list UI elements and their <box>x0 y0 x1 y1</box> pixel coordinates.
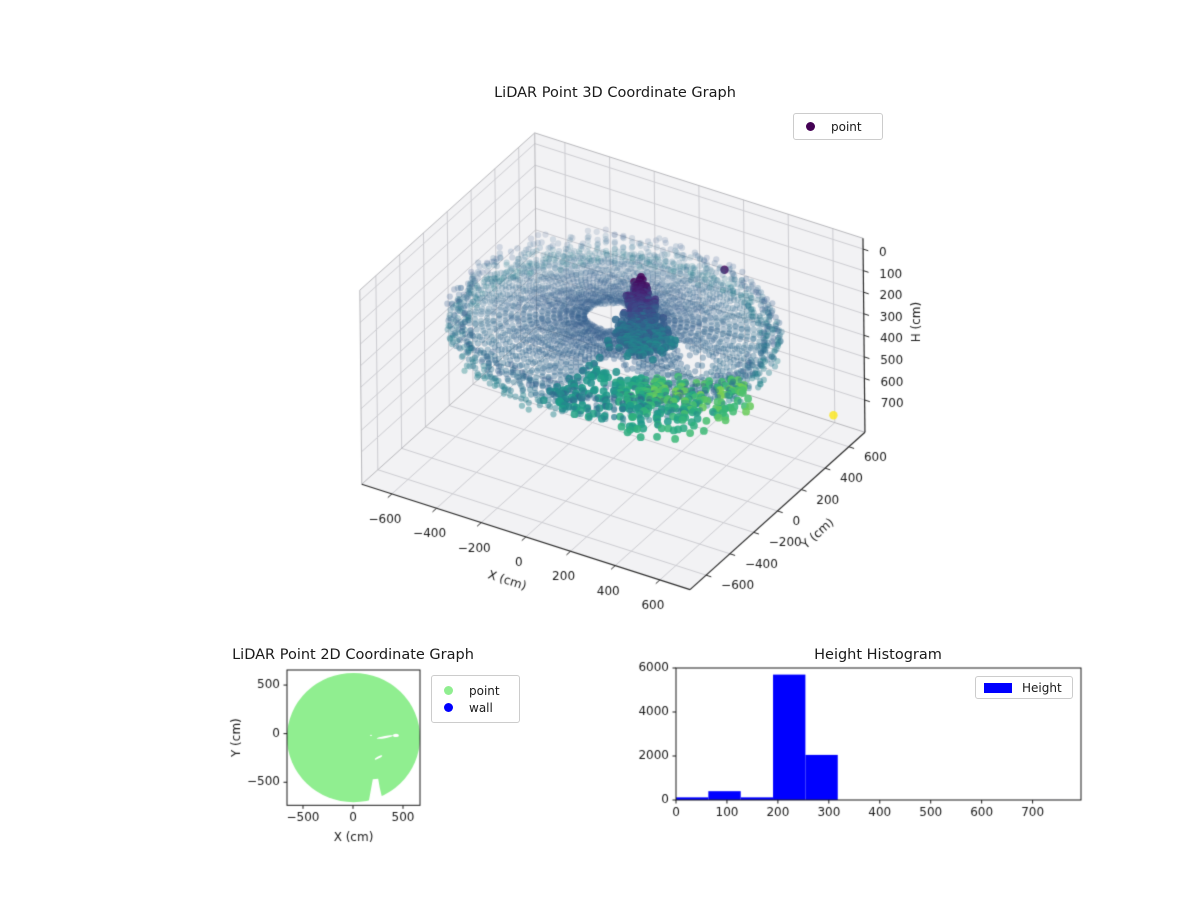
wall-marker-icon <box>444 703 453 712</box>
plot3d-legend: point <box>793 113 883 140</box>
plot2d-legend: point wall <box>431 675 520 723</box>
histogram-title: Height Histogram <box>814 647 942 663</box>
plot3d-title: LiDAR Point 3D Coordinate Graph <box>494 85 736 101</box>
plot2d-legend-row-wall: wall <box>432 701 519 715</box>
plot2d-legend-label-wall: wall <box>469 700 493 715</box>
histogram-legend-label: Height <box>1022 680 1062 695</box>
point-marker-icon <box>806 122 815 131</box>
plot2d-legend-label-point: point <box>469 683 500 698</box>
plot2d-legend-row-point: point <box>432 684 519 698</box>
plot2d-title: LiDAR Point 2D Coordinate Graph <box>232 647 474 663</box>
height-swatch-icon <box>984 682 1012 693</box>
histogram-legend: Height <box>975 676 1073 699</box>
plot3d-legend-label: point <box>831 119 862 134</box>
point-marker-icon <box>444 686 453 695</box>
